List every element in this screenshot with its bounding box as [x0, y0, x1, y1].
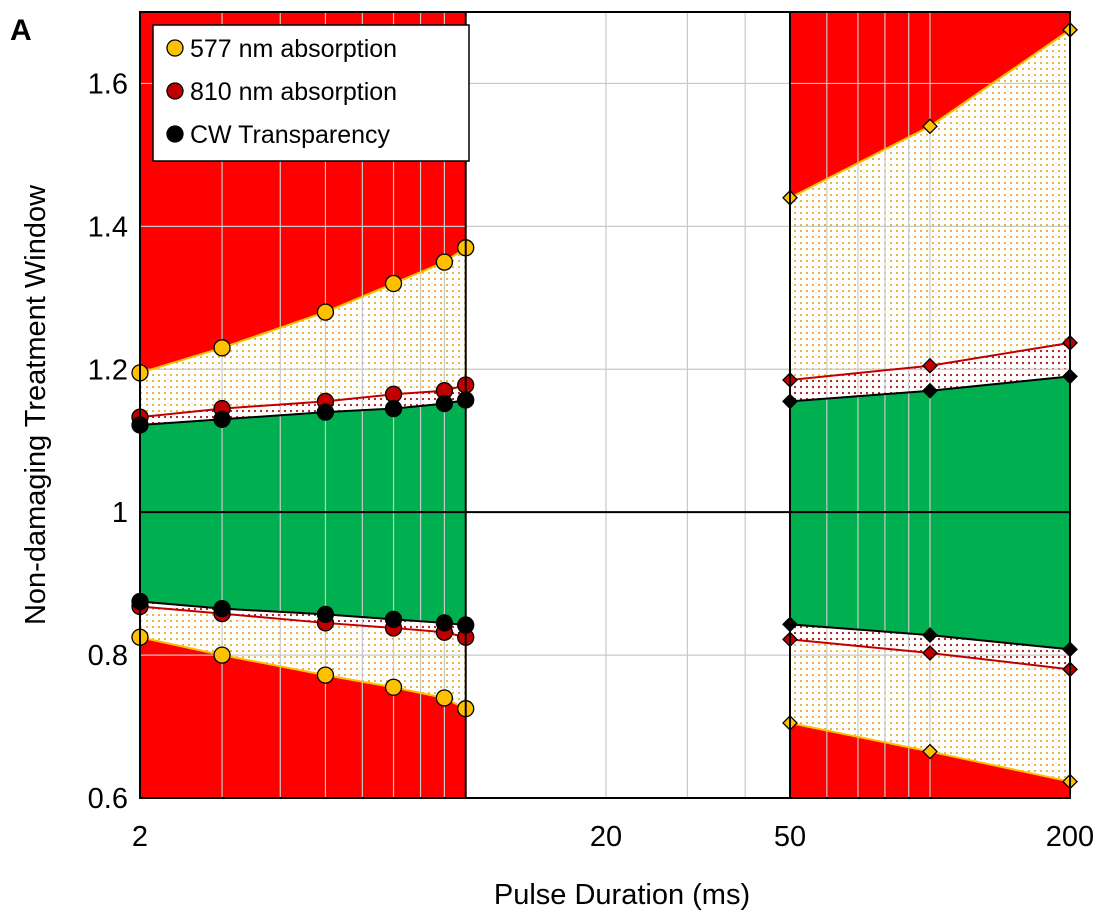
tick-labels: 2 20 50 200 0.6 0.8 1 1.2 1.4 1.6 — [88, 68, 1095, 853]
x-axis-title: Pulse Duration (ms) — [494, 879, 750, 911]
marker-lower — [213, 599, 231, 618]
marker-upper — [316, 403, 335, 421]
band-upper-1-1 — [140, 247, 466, 418]
marker-upper — [213, 339, 231, 357]
y-tick-label: 0.8 — [88, 640, 128, 672]
marker-lower — [435, 614, 454, 632]
legend: 577 nm absorption 810 nm absorption CW Tra… — [152, 24, 470, 162]
legend-label: 810 nm absorption — [190, 78, 397, 106]
x-tick-label: 200 — [1046, 821, 1094, 853]
legend-marker — [166, 82, 184, 100]
marker-upper — [384, 274, 403, 293]
plot-border — [139, 11, 1071, 799]
marker-upper — [922, 118, 938, 135]
y-tick-label: 1.4 — [88, 211, 128, 243]
marker-upper — [213, 410, 231, 428]
marker-lower — [922, 645, 938, 661]
legend-box — [152, 24, 470, 162]
y-tick-label: 1.2 — [88, 354, 128, 386]
marker-lower — [316, 605, 335, 624]
x-tick-label: 20 — [590, 821, 622, 853]
marker-lower — [384, 678, 403, 696]
marker-upper — [384, 399, 403, 418]
plot-frame — [139, 11, 1071, 799]
marker-lower — [384, 610, 403, 629]
data-markers — [131, 21, 1078, 790]
marker-lower — [922, 743, 938, 760]
panel-label: A — [10, 14, 32, 47]
x-tick-label: 2 — [132, 821, 148, 853]
marker-upper — [384, 385, 403, 403]
x-tick-label: 50 — [774, 821, 806, 853]
marker-lower — [316, 666, 335, 684]
marker-upper — [435, 253, 454, 271]
y-axis-title: Non-damaging Treatment Window — [20, 184, 52, 625]
marker-upper — [922, 357, 938, 374]
marker-lower — [435, 689, 454, 707]
y-tick-label: 0.6 — [88, 783, 128, 815]
band-lower-1-1 — [140, 606, 466, 709]
y-tick-label: 1.6 — [88, 68, 128, 100]
marker-upper — [435, 394, 454, 413]
legend-label: 577 nm absorption — [190, 35, 397, 63]
marker-lower — [213, 646, 231, 664]
marker-upper — [316, 303, 335, 321]
y-tick-label: 1 — [112, 497, 128, 529]
marker-upper — [922, 382, 938, 399]
legend-marker — [166, 39, 184, 57]
legend-label: CW Transparency — [190, 121, 391, 149]
legend-marker — [166, 125, 184, 143]
marker-lower — [922, 627, 938, 644]
